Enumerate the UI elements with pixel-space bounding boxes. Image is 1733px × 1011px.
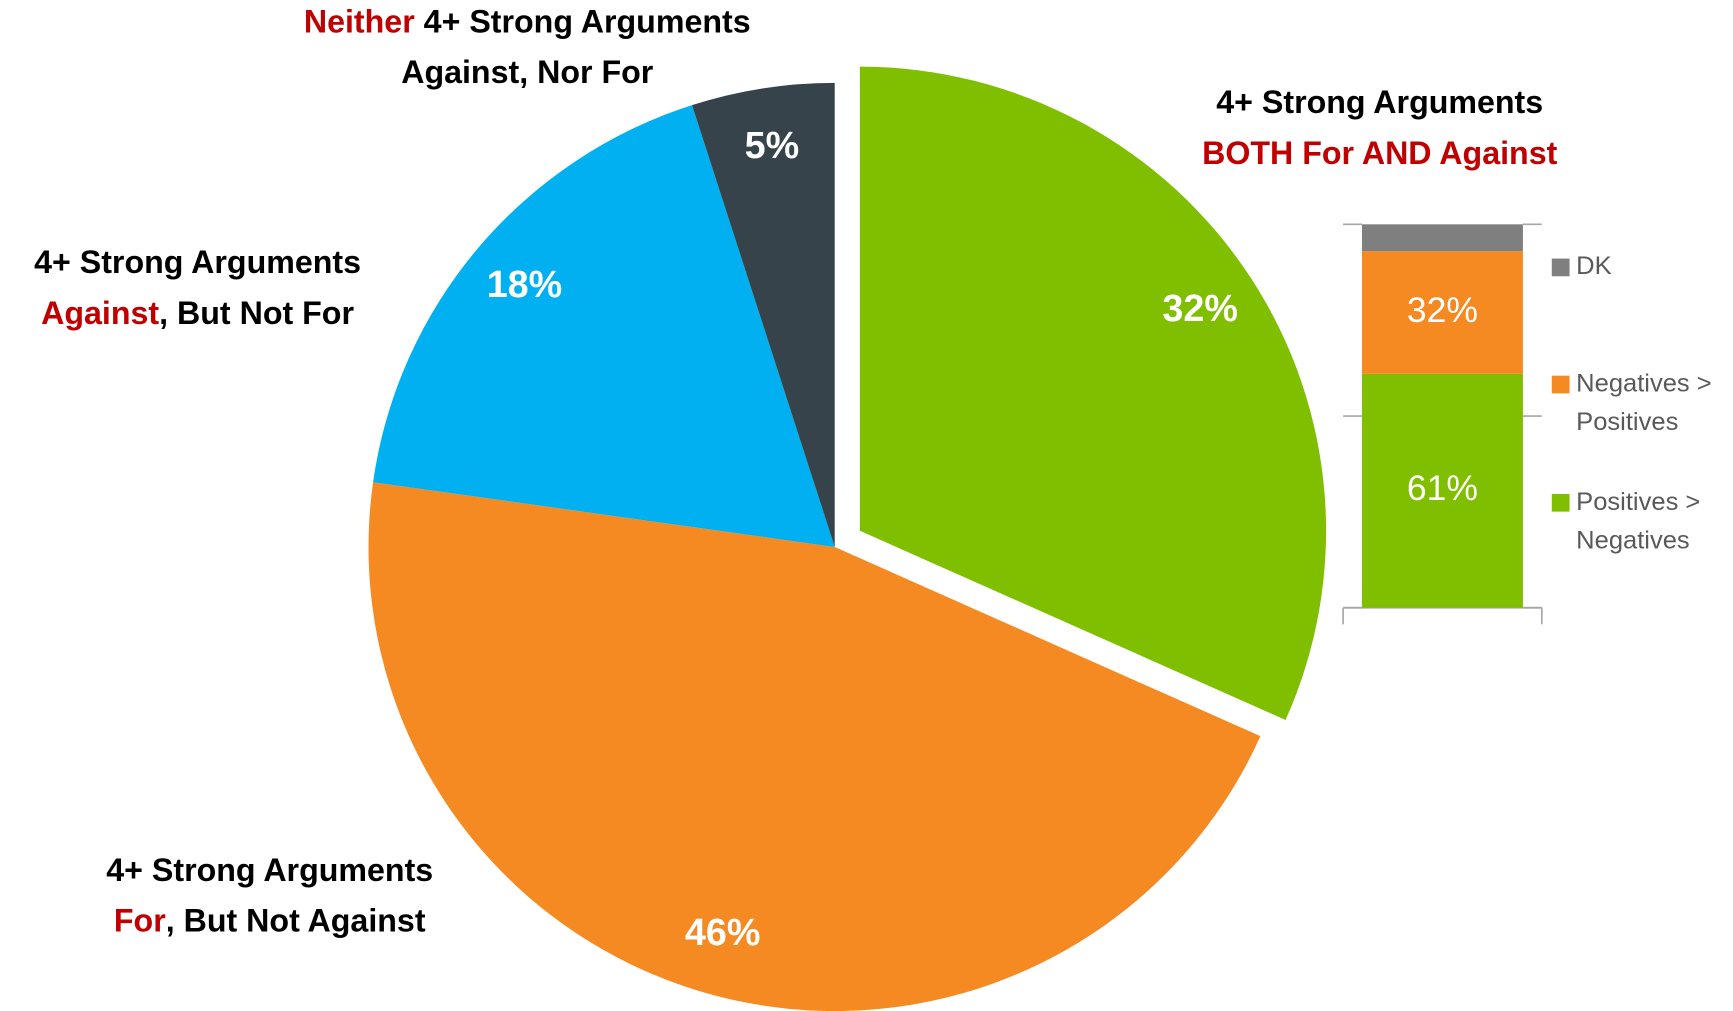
label-run: 4+ Strong Arguments — [1216, 85, 1543, 121]
bar-segment — [1361, 373, 1523, 608]
legend-line: Positives — [1576, 408, 1678, 436]
legend-line: Positives > — [1576, 488, 1700, 516]
label-run: 4+ Strong Arguments — [415, 4, 751, 40]
category-label: 4+ Strong Arguments — [106, 852, 433, 888]
chart-area: 32% 4+ Strong Arguments BOTH For AND Again… — [34, 4, 1712, 1011]
legend-line: Negatives > — [1576, 369, 1712, 397]
pie-slice — [692, 82, 835, 547]
pie-slice — [373, 105, 835, 547]
category-label: For, But Not Against — [114, 903, 426, 939]
segment-label: 61% — [1407, 468, 1478, 508]
pie-slice — [859, 66, 1327, 720]
legend-label: Positives > Negatives — [1576, 488, 1700, 555]
pie-slice — [368, 482, 1261, 1011]
label-run: , But Not For — [159, 296, 354, 332]
slice-label: 46% — [685, 911, 761, 953]
label-run: For — [114, 903, 166, 939]
category-label: 4+ Strong Arguments — [34, 245, 361, 281]
label-run: 4+ Strong Arguments — [34, 245, 361, 281]
legend-label: Negatives > Positives — [1576, 369, 1712, 436]
label-run: , But Not Against — [166, 903, 426, 939]
label-run: 4+ Strong Arguments — [106, 852, 433, 888]
label-run: Against — [41, 296, 159, 332]
legend-line: Negatives — [1576, 526, 1690, 554]
legend-swatch — [1551, 258, 1570, 277]
category-label: 4+ Strong Arguments — [1216, 85, 1543, 121]
label-run: BOTH For AND Against — [1202, 135, 1557, 171]
slice-label: 18% — [487, 263, 563, 305]
category-label: Neither 4+ Strong Arguments — [304, 4, 751, 40]
bar-segment — [1361, 251, 1523, 374]
category-label: Against, Nor For — [401, 55, 654, 91]
label-run: Against, Nor For — [401, 55, 654, 91]
label-run: Neither — [304, 4, 415, 40]
slice-label: 5% — [745, 124, 800, 166]
category-label: BOTH For AND Against — [1202, 135, 1557, 171]
segment-label: 32% — [1407, 290, 1478, 330]
legend-swatch — [1551, 493, 1570, 512]
legend-swatch — [1551, 375, 1570, 394]
category-label: Against, But Not For — [41, 296, 354, 332]
legend-label: DK — [1576, 252, 1611, 280]
bar-segment — [1361, 224, 1523, 252]
slice-label: 32% — [1162, 287, 1238, 329]
